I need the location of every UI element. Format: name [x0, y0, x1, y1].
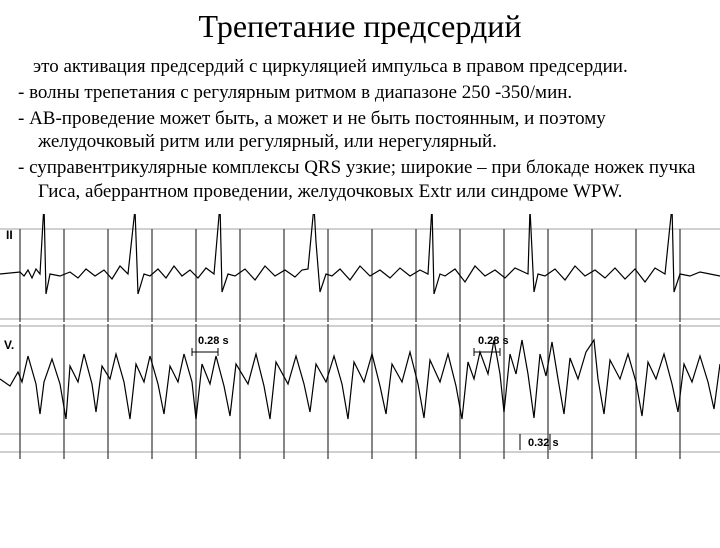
ecg-grid	[0, 324, 720, 459]
ecg-container: II V. 0.28 s	[0, 214, 720, 459]
intro-text: это активация предсердий с циркуляцией и…	[18, 55, 702, 79]
time-label: 0.28 s	[198, 335, 229, 347]
bullet-item: - суправентрикулярные комплексы QRS узки…	[18, 156, 702, 204]
ecg-grid	[0, 229, 720, 322]
ecg-lead-v: V. 0.28 s 0.28 s 0.32 s	[0, 324, 720, 459]
body-text: это активация предсердий с циркуляцией и…	[0, 55, 720, 204]
page-title: Трепетание предсердий	[0, 8, 720, 45]
time-marker: 0.32 s	[520, 434, 559, 450]
bullet-item: - АВ-проведение может быть, а может и не…	[18, 107, 702, 155]
bullet-item: - волны трепетания с регулярным ритмом в…	[18, 81, 702, 105]
lead-label: V.	[4, 338, 14, 352]
lead-label: II	[6, 228, 13, 242]
time-marker: 0.28 s	[192, 335, 229, 356]
ecg-lead-ii: II	[0, 214, 720, 324]
time-label: 0.32 s	[528, 437, 559, 449]
